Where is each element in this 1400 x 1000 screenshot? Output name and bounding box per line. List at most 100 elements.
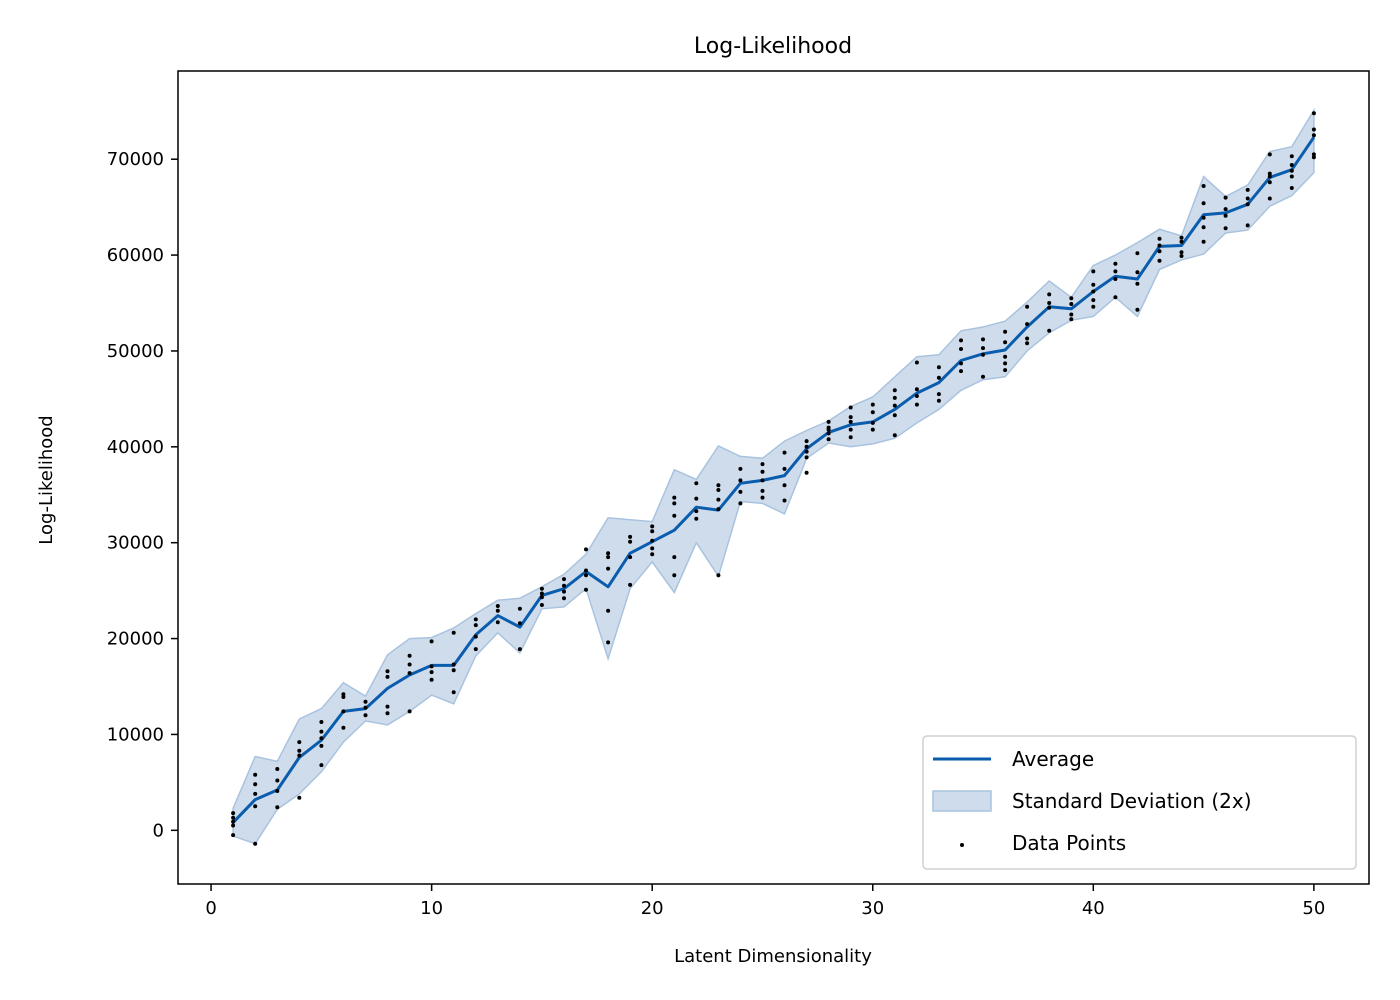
data-point [628, 555, 633, 560]
data-point [650, 552, 655, 557]
data-point [231, 833, 236, 838]
data-point [1025, 336, 1030, 341]
data-point [1157, 258, 1162, 263]
data-point [892, 395, 897, 400]
data-point [1267, 196, 1272, 201]
x-tick-label: 40 [1082, 898, 1105, 919]
x-tick-label: 10 [420, 898, 443, 919]
data-point [760, 495, 765, 500]
x-tick-label: 0 [205, 898, 216, 919]
data-point [606, 566, 611, 571]
data-point [848, 415, 853, 420]
data-point [936, 398, 941, 403]
data-point [562, 589, 566, 594]
data-point [1003, 361, 1008, 366]
data-point [959, 361, 963, 366]
data-point [1047, 292, 1052, 297]
data-point [297, 795, 302, 800]
data-point [738, 501, 743, 506]
data-point [628, 582, 633, 587]
data-point [1069, 317, 1074, 322]
data-point [407, 709, 412, 714]
y-tick-label: 40000 [107, 437, 164, 458]
data-point [804, 439, 809, 444]
data-point [1223, 207, 1228, 212]
data-point [650, 529, 655, 534]
data-point [672, 555, 677, 560]
data-point [1311, 155, 1316, 160]
data-point [1091, 304, 1096, 309]
data-point [804, 444, 809, 449]
data-point [694, 496, 699, 501]
data-point [1223, 213, 1228, 218]
data-point [495, 608, 500, 613]
data-point [584, 573, 588, 578]
x-axis-label: Latent Dimensionality [674, 946, 872, 967]
data-point [1047, 328, 1052, 333]
data-point [606, 640, 611, 645]
data-point [1245, 196, 1250, 201]
data-point [1135, 307, 1140, 312]
data-point [628, 539, 633, 544]
data-point [1135, 270, 1140, 275]
data-point [319, 743, 324, 748]
data-point [650, 524, 655, 529]
data-point [1289, 163, 1294, 167]
data-point [1311, 111, 1316, 116]
data-point [451, 668, 456, 673]
data-point [1003, 329, 1008, 334]
data-point [892, 403, 897, 408]
legend: Average Standard Deviation (2x) Data Point… [922, 735, 1357, 870]
data-point [451, 662, 456, 667]
data-point [1113, 269, 1118, 274]
data-point [253, 772, 258, 777]
legend-label: Data Points [1012, 831, 1126, 855]
data-point [1003, 354, 1008, 359]
data-point [672, 513, 677, 518]
data-point [650, 546, 655, 551]
data-point [1201, 201, 1206, 206]
data-point [319, 763, 324, 768]
data-point [914, 360, 919, 365]
plot-area [231, 107, 1316, 846]
data-point [275, 805, 280, 810]
data-point [231, 823, 236, 828]
data-point [495, 604, 500, 608]
data-point [253, 782, 258, 787]
data-point [363, 713, 368, 718]
y-tick-label: 50000 [107, 341, 164, 362]
data-point [1091, 298, 1096, 303]
data-point [914, 394, 919, 398]
data-point [1201, 239, 1206, 244]
legend-box [922, 735, 1357, 870]
data-point [914, 387, 919, 392]
legend-points-swatch [960, 843, 964, 847]
data-point [936, 375, 941, 380]
data-point [253, 804, 258, 809]
y-tick-label: 60000 [107, 245, 164, 266]
data-point [1003, 368, 1008, 373]
data-point [363, 705, 368, 710]
data-point [1289, 168, 1294, 173]
data-point [1069, 296, 1074, 301]
data-point [341, 695, 346, 699]
data-point [584, 547, 588, 552]
data-point [892, 413, 897, 418]
data-point [319, 729, 324, 734]
data-point [826, 431, 831, 436]
data-point [694, 509, 699, 514]
data-point [407, 653, 412, 658]
data-point [385, 669, 390, 674]
data-point [804, 470, 809, 475]
data-point [1025, 341, 1030, 346]
data-point [782, 466, 787, 471]
data-point [341, 709, 346, 714]
data-point [672, 501, 677, 506]
y-axis-label: Log-Likelihood [36, 415, 57, 544]
legend-std-swatch [932, 790, 992, 812]
data-point [1135, 281, 1140, 286]
data-point [694, 481, 699, 486]
data-point [628, 534, 633, 539]
data-point [429, 664, 434, 669]
